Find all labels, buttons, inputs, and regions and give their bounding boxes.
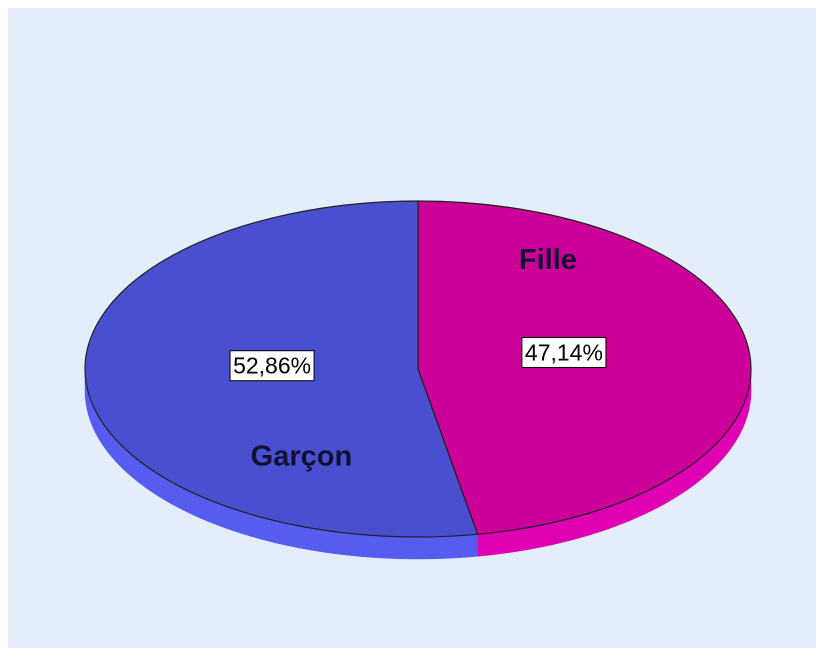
value-label: 47,14%	[521, 336, 607, 368]
category-label: Garçon	[251, 441, 353, 473]
value-label-text: 52,86%	[233, 353, 311, 379]
value-label-box	[229, 350, 315, 382]
pie: 47,14% Fille 52,86% Garçon	[84, 200, 752, 560]
category-label: Fille	[519, 244, 577, 276]
value-label-text: 47,14%	[525, 339, 603, 365]
value-label-box	[521, 336, 607, 368]
value-label: 52,86%	[229, 350, 315, 382]
